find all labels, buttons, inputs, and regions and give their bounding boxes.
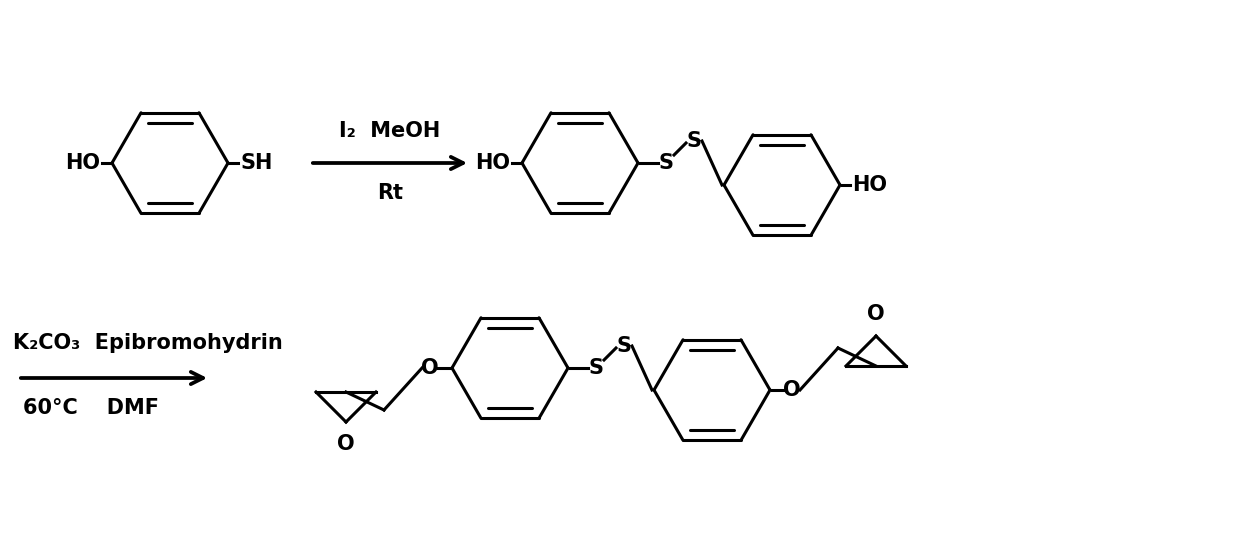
Text: SH: SH bbox=[241, 153, 273, 173]
Text: K₂CO₃  Epibromohydrin: K₂CO₃ Epibromohydrin bbox=[12, 333, 283, 353]
Text: S: S bbox=[687, 131, 702, 151]
Text: O: O bbox=[337, 434, 355, 454]
Text: O: O bbox=[867, 304, 885, 324]
Text: O: O bbox=[422, 358, 439, 378]
Text: HO: HO bbox=[475, 153, 510, 173]
Text: S: S bbox=[589, 358, 604, 378]
Text: 60°C    DMF: 60°C DMF bbox=[24, 398, 159, 418]
Text: S: S bbox=[616, 336, 631, 356]
Text: O: O bbox=[784, 380, 801, 400]
Text: HO: HO bbox=[64, 153, 100, 173]
Text: I₂  MeOH: I₂ MeOH bbox=[340, 121, 440, 141]
Text: S: S bbox=[658, 153, 673, 173]
Text: Rt: Rt bbox=[377, 183, 403, 203]
Text: HO: HO bbox=[852, 175, 887, 195]
